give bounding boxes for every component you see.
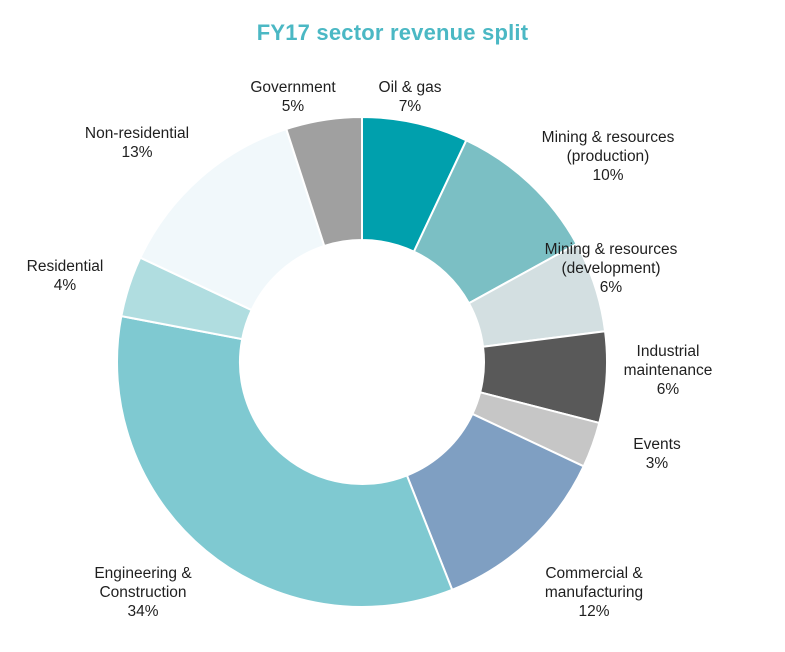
slice-label-line: (development) [561, 260, 661, 277]
slice-label-line: Commercial & [545, 565, 643, 582]
slice-value-label: 10% [592, 167, 624, 184]
slice-non-residential [138, 127, 326, 312]
slice-value-label: 4% [53, 277, 77, 294]
slice-value-label: 13% [121, 144, 153, 161]
slice-label-line: Residential [26, 258, 104, 275]
slice-label-residential: Residential 4% [27, 257, 104, 295]
slice-value-label: 3% [645, 455, 669, 472]
slice-label-non-residential: Non-residential 13% [85, 124, 189, 162]
slice-label-line: Oil & gas [378, 79, 442, 96]
slice-engineering-construction [116, 314, 454, 608]
slice-commercial-manufacturing [405, 412, 586, 592]
slice-label-line: Non-residential [84, 125, 190, 142]
slice-value-label: 12% [578, 603, 610, 620]
slice-value-label: 6% [656, 381, 680, 398]
slice-label-line: Mining & resources [541, 129, 675, 146]
slice-label-line: Government [250, 79, 336, 96]
slice-label-oil-gas: Oil & gas 7% [379, 78, 442, 116]
slice-label-industrial-maintenance: Industrial maintenance 6% [624, 342, 713, 399]
slice-label-line: (production) [566, 148, 650, 165]
slice-government [285, 115, 363, 248]
slice-label-mining-resources-production: Mining & resources (production) 10% [542, 128, 675, 185]
slice-value-label: 7% [398, 98, 422, 115]
slice-label-engineering-construction: Engineering & Construction 34% [94, 564, 191, 621]
slice-label-line: Construction [99, 584, 187, 601]
slice-label-line: Events [633, 436, 681, 453]
slice-label-line: manufacturing [544, 584, 644, 601]
slice-label-mining-resources-development: Mining & resources (development) 6% [545, 240, 678, 297]
slice-label-government: Government 5% [250, 78, 335, 116]
chart-title: FY17 sector revenue split [256, 20, 529, 45]
slice-label-line: Industrial [636, 343, 700, 360]
slice-value-label: 5% [281, 98, 305, 115]
slice-value-label: 34% [127, 603, 159, 620]
slice-value-label: 6% [599, 279, 623, 296]
slice-label-line: Engineering & [94, 565, 192, 582]
slice-label-events: Events 3% [633, 435, 680, 473]
slice-label-commercial-manufacturing: Commercial & manufacturing 12% [545, 564, 643, 621]
slice-label-line: maintenance [623, 362, 713, 379]
slice-label-line: Mining & resources [544, 241, 678, 258]
